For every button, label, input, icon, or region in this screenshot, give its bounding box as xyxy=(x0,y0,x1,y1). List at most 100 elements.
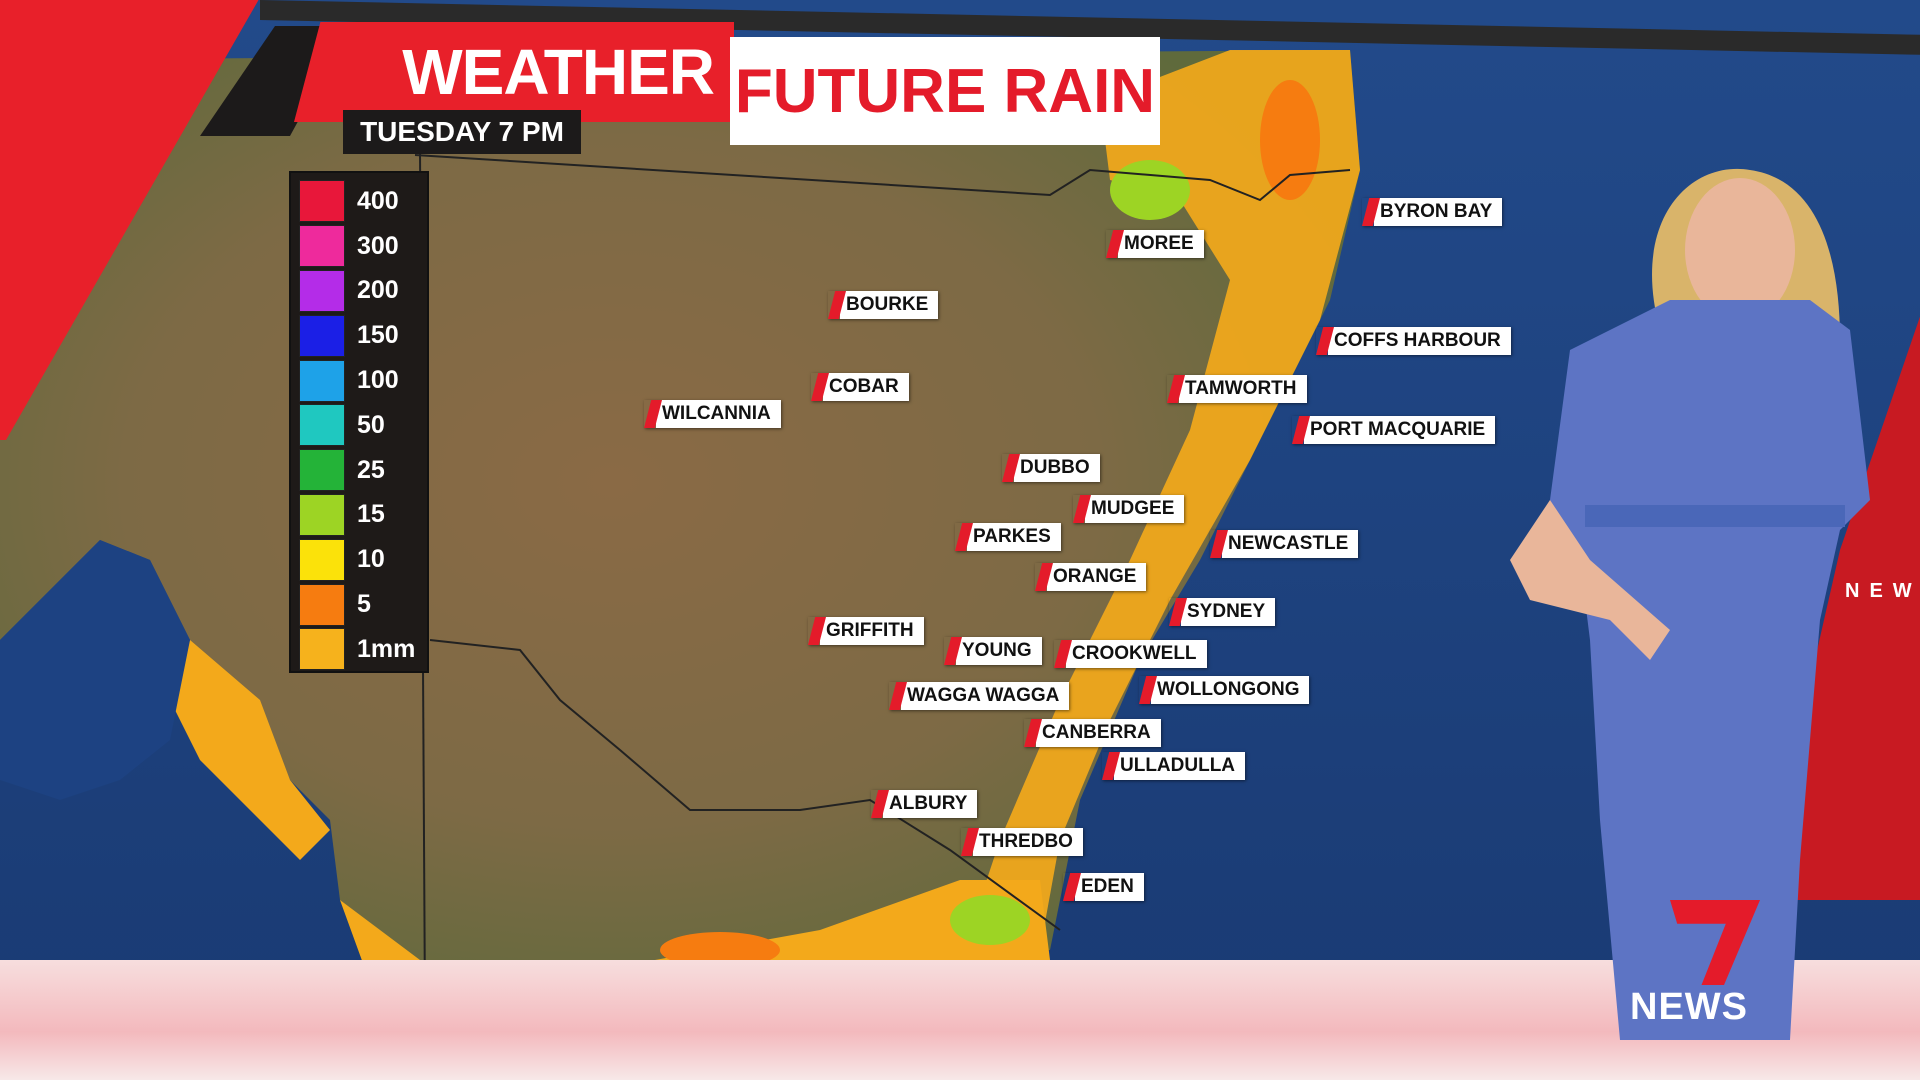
city-label: WILCANNIA xyxy=(644,400,781,428)
legend-swatch xyxy=(299,628,345,671)
city-name: THREDBO xyxy=(973,828,1083,856)
legend-item: 400 xyxy=(299,179,427,224)
legend-label: 400 xyxy=(357,186,399,215)
city-label: ALBURY xyxy=(871,790,978,818)
city-label: CANBERRA xyxy=(1024,719,1161,747)
legend-item: 100 xyxy=(299,358,427,403)
legend-label: 50 xyxy=(357,410,385,439)
studio-floor xyxy=(0,960,1920,1080)
weather-banner: WEATHER xyxy=(294,22,734,122)
city-name: TAMWORTH xyxy=(1179,375,1307,403)
legend-label: 1mm xyxy=(357,634,416,663)
city-label: COFFS HARBOUR xyxy=(1316,327,1511,355)
legend-swatch xyxy=(299,269,345,312)
city-name: PARKES xyxy=(967,523,1061,551)
rain-legend: 400 300 200 150 100 50 25 15 10 5 1mm xyxy=(289,171,429,673)
city-name: COBAR xyxy=(823,373,909,401)
city-name: MUDGEE xyxy=(1085,495,1185,523)
city-name: NEWCASTLE xyxy=(1222,530,1359,558)
city-name: CROOKWELL xyxy=(1066,640,1207,668)
legend-swatch xyxy=(299,404,345,447)
legend-label: 5 xyxy=(357,590,371,619)
city-name: BYRON BAY xyxy=(1374,198,1503,226)
state-border xyxy=(429,639,1061,931)
city-label: WAGGA WAGGA xyxy=(889,682,1070,710)
legend-item: 25 xyxy=(299,448,427,493)
legend-label: 200 xyxy=(357,276,399,305)
legend-swatch xyxy=(299,583,345,626)
city-name: YOUNG xyxy=(956,637,1042,665)
city-name: WILCANNIA xyxy=(656,400,781,428)
city-label: BOURKE xyxy=(828,291,939,319)
presenter-belt xyxy=(1585,505,1845,527)
city-name: GRIFFITH xyxy=(820,617,924,645)
rain-cell-green xyxy=(950,895,1030,945)
city-label: MUDGEE xyxy=(1073,495,1185,523)
presenter-face xyxy=(1685,178,1795,322)
forecast-time-box: TUESDAY 7 PM xyxy=(343,110,581,154)
legend-item: 200 xyxy=(299,269,427,314)
city-name: SYDNEY xyxy=(1181,598,1276,626)
city-label: CROOKWELL xyxy=(1054,640,1207,668)
legend-swatch xyxy=(299,449,345,492)
city-name: MOREE xyxy=(1118,230,1204,258)
legend-label: 15 xyxy=(357,500,385,529)
legend-label: 25 xyxy=(357,455,385,484)
legend-label: 100 xyxy=(357,366,399,395)
presenter xyxy=(1510,168,1870,1040)
city-label: PARKES xyxy=(955,523,1061,551)
city-label: PORT MACQUARIE xyxy=(1292,416,1496,444)
seven-logo-mark xyxy=(1670,900,1760,985)
legend-item: 5 xyxy=(299,582,427,627)
city-name: DUBBO xyxy=(1014,454,1100,482)
city-label: MOREE xyxy=(1106,230,1204,258)
legend-item: 300 xyxy=(299,224,427,269)
rain-band-sw xyxy=(170,640,330,860)
legend-item: 150 xyxy=(299,313,427,358)
city-name: COFFS HARBOUR xyxy=(1328,327,1511,355)
legend-label: 300 xyxy=(357,231,399,260)
legend-swatch xyxy=(299,538,345,581)
city-label: EDEN xyxy=(1063,873,1144,901)
city-label: DUBBO xyxy=(1002,454,1100,482)
city-name: CANBERRA xyxy=(1036,719,1161,747)
legend-swatch xyxy=(299,493,345,536)
page-title: FUTURE RAIN xyxy=(734,56,1156,126)
legend-item: 10 xyxy=(299,537,427,582)
presenter-dress xyxy=(1550,300,1870,1040)
city-name: BOURKE xyxy=(840,291,939,319)
title-banner: FUTURE RAIN xyxy=(730,37,1160,145)
legend-item: 15 xyxy=(299,493,427,538)
city-label: TAMWORTH xyxy=(1167,375,1307,403)
city-name: WAGGA WAGGA xyxy=(901,682,1070,710)
rain-cell-orange xyxy=(660,932,780,968)
legend-label: 10 xyxy=(357,545,385,574)
city-name: ORANGE xyxy=(1047,563,1147,591)
legend-item: 1mm xyxy=(299,627,427,672)
city-label: YOUNG xyxy=(944,637,1042,665)
presenter-arm xyxy=(1510,500,1670,660)
state-border xyxy=(414,154,1351,202)
city-label: ORANGE xyxy=(1035,563,1147,591)
logo-text: NEWS xyxy=(1630,986,1748,1028)
legend-swatch xyxy=(299,225,345,268)
rain-cell-orange xyxy=(1260,80,1320,200)
city-label: ULLADULLA xyxy=(1102,752,1246,780)
legend-swatch xyxy=(299,359,345,402)
city-name: ALBURY xyxy=(883,790,978,818)
legend-item: 50 xyxy=(299,403,427,448)
city-label: THREDBO xyxy=(961,828,1083,856)
city-label: WOLLONGONG xyxy=(1139,676,1310,704)
side-branding-text: NEW xyxy=(1845,580,1920,602)
gulf xyxy=(0,540,190,800)
city-name: WOLLONGONG xyxy=(1151,676,1310,704)
7news-logo: NEWS xyxy=(1630,900,1800,1030)
city-name: EDEN xyxy=(1075,873,1144,901)
legend-swatch xyxy=(299,180,345,223)
section-title: WEATHER xyxy=(402,36,715,108)
legend-label: 150 xyxy=(357,321,399,350)
city-label: NEWCASTLE xyxy=(1210,530,1359,558)
city-label: GRIFFITH xyxy=(808,617,924,645)
city-label: SYDNEY xyxy=(1169,598,1276,626)
